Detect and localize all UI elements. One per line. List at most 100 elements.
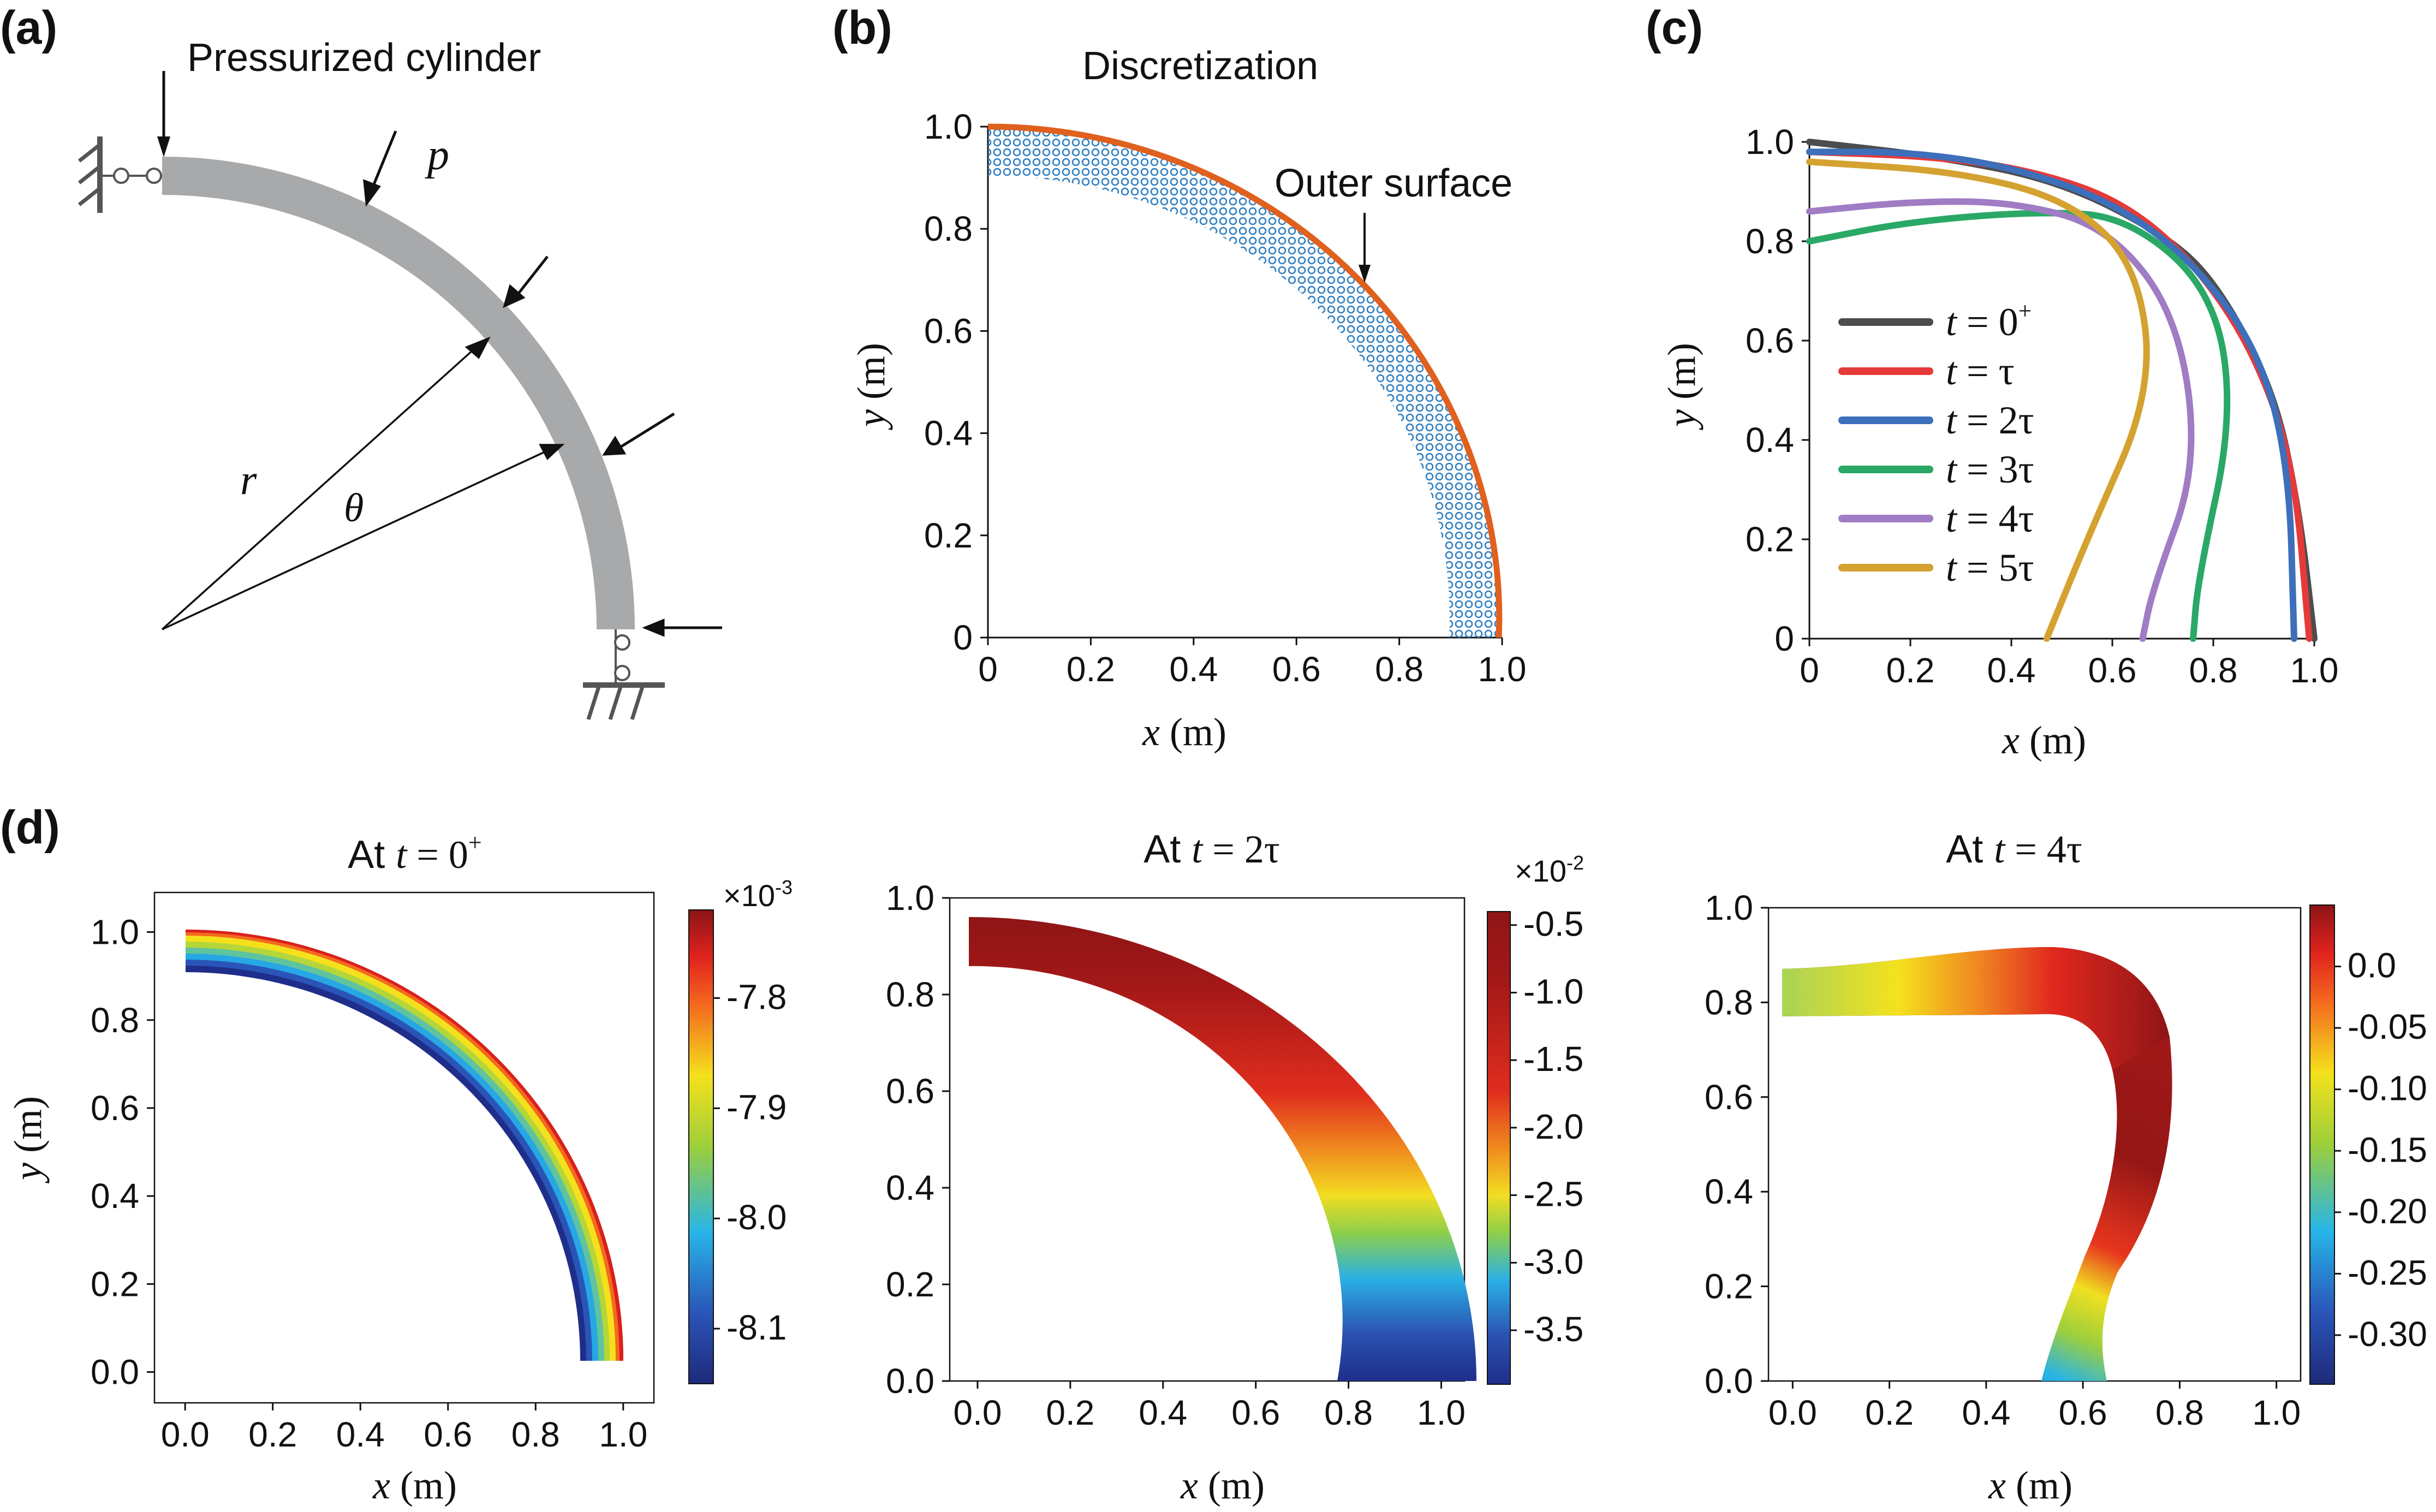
cylinder-quarter-ring xyxy=(162,157,635,629)
radius-label-r: r xyxy=(240,456,257,503)
series-line-2 xyxy=(1806,148,2297,642)
x-tick-label: 0.8 xyxy=(1324,1393,1373,1432)
y-tick-label: 0.6 xyxy=(1705,1078,1753,1117)
axes-frame xyxy=(949,897,1466,1382)
d3-colorbar-ticks: 0.0 -0.05 -0.10 -0.15 -0.20 -0.25 -0.30 xyxy=(2334,946,2427,1354)
x-tick-label: 0.2 xyxy=(248,1415,297,1454)
panel-d1-title: At t = 0+ xyxy=(348,829,481,877)
x-tick-label: 0.8 xyxy=(511,1415,560,1454)
colorbar-tick-label: -1.0 xyxy=(1523,972,1583,1011)
y-tick-label: 0.8 xyxy=(91,1001,139,1040)
x-tick-label: 0.4 xyxy=(1139,1393,1187,1432)
axes-frame xyxy=(1767,907,2302,1382)
outer-surface-arrowhead xyxy=(1359,265,1371,283)
panel-d3: At t = 4τ 0.0 0.2 0.4 0.6 0.8 1.0 0.0 0.2 0.4 0.6… xyxy=(1705,828,2427,1507)
panel-d2: At t = 2τ 0.0 0.2 0.4 0.6 0.8 1.0 0.0 0.2 0.4 0.6… xyxy=(886,828,1584,1507)
panel-d2-title: At t = 2τ xyxy=(1143,828,1280,871)
x-tick-label: 1.0 xyxy=(1478,650,1527,689)
y-tick-label: 0.6 xyxy=(91,1088,139,1128)
y-tick-label: 0.8 xyxy=(924,209,973,248)
outer-surface-annotation: Outer surface xyxy=(1274,162,1512,205)
y-tick-label: 0.6 xyxy=(924,311,973,350)
colorbar-tick-label: -0.5 xyxy=(1523,904,1583,944)
y-tick-label: 0.8 xyxy=(1746,222,1794,261)
y-tick-label: 0.8 xyxy=(886,975,934,1014)
x-tick-label: 1.0 xyxy=(599,1415,647,1454)
colorbar-tick-label: -7.9 xyxy=(726,1087,787,1127)
y-tick-label: 0.4 xyxy=(91,1176,139,1216)
x-tick-label: 0.4 xyxy=(1169,650,1218,689)
x-tick-label: 0.8 xyxy=(1375,650,1424,689)
panel-b: (b) Discretization 0 0.2 0.4 0.6 0.8 1.000.20… xyxy=(832,2,1526,754)
x-tick-label: 0.4 xyxy=(1987,651,2036,690)
colorbar-tick-label: -8.1 xyxy=(726,1308,787,1347)
x-tick-label: 0.0 xyxy=(161,1415,210,1454)
x-tick-label: 0.8 xyxy=(2155,1393,2204,1432)
d2-colorbar xyxy=(1487,911,1511,1385)
panel-b-title: Discretization xyxy=(1082,44,1318,88)
legend-label-2: t = 2τ xyxy=(1946,398,2034,442)
x-tick-label: 0.2 xyxy=(1067,650,1115,689)
y-tick-label: 0.2 xyxy=(1705,1267,1753,1306)
colorbar-tick-label: -3.5 xyxy=(1523,1309,1583,1349)
panel-c: (c) 0 0.2 0.4 0.6 0.8 1.0 0 0.2 0.4 0.6 0.8 1.0 t =… xyxy=(1646,2,2338,762)
colorbar-tick-label: -0.15 xyxy=(2348,1130,2427,1169)
x-tick-label: 0.8 xyxy=(2189,651,2238,690)
y-tick-label: 0.0 xyxy=(1705,1361,1753,1401)
y-tick-label: 0.2 xyxy=(1746,520,1794,559)
x-tick-label: 0.2 xyxy=(1046,1393,1094,1432)
bottom-roller-support xyxy=(583,629,665,721)
colorbar-tick-label: -3.0 xyxy=(1523,1242,1583,1281)
series-line-4 xyxy=(1806,198,2195,642)
panel-d3-xlabel: x (m) xyxy=(1988,1463,2072,1507)
colorbar-tick-label: -8.0 xyxy=(726,1198,787,1237)
y-tick-label: 1.0 xyxy=(1705,888,1753,927)
colorbar-tick-label: -0.25 xyxy=(2348,1253,2427,1292)
panel-c-lines xyxy=(1806,139,2318,642)
x-tick-label: 0.6 xyxy=(2088,651,2137,690)
y-tick-label: 1.0 xyxy=(886,878,934,918)
panel-label-c: (c) xyxy=(1646,2,1703,54)
panel-c-legend: t = 0+ t = τ t = 2τ t = 3τ t = 4τ t = 5τ xyxy=(1838,297,2034,590)
x-tick-label: 0 xyxy=(1800,651,1819,690)
panel-b-ylabel: y (m) xyxy=(849,343,893,431)
x-tick-label: 0 xyxy=(978,650,998,689)
x-tick-label: 0.0 xyxy=(953,1393,1002,1432)
y-tick-label: 0.8 xyxy=(1705,983,1753,1022)
panel-b-axes: 0 0.2 0.4 0.6 0.8 1.0 0 0.2 0.4 0.6 0.8 1.0 xyxy=(924,107,1526,689)
axes-frame xyxy=(153,891,655,1404)
colorbar-tick-label: -0.20 xyxy=(2348,1192,2427,1231)
series-line-5 xyxy=(1806,158,2150,642)
pressure-label-p: p xyxy=(425,131,449,179)
y-tick-label: 1.0 xyxy=(91,913,139,952)
radius-lines xyxy=(161,336,565,630)
x-tick-label: 0.6 xyxy=(424,1415,472,1454)
legend-label-3: t = 3τ xyxy=(1946,448,2034,491)
x-tick-label: 0.2 xyxy=(1886,651,1935,690)
x-tick-label: 1.0 xyxy=(1417,1393,1466,1432)
y-tick-label: 0.0 xyxy=(886,1361,934,1401)
y-tick-label: 1.0 xyxy=(1746,122,1794,162)
x-tick-label: 0.6 xyxy=(1231,1393,1280,1432)
colorbar-tick-label: -2.0 xyxy=(1523,1107,1583,1146)
y-tick-label: 0 xyxy=(1774,619,1794,658)
d2-colorbar-exponent: ×10-2 xyxy=(1515,852,1584,888)
x-tick-label: 1.0 xyxy=(2290,651,2339,690)
panel-c-xlabel: x (m) xyxy=(2002,718,2086,762)
d2-field xyxy=(969,917,1476,1381)
d2-colorbar-ticks: -0.5 -1.0 -1.5 -2.0 -2.5 -3.0 -3.5 xyxy=(1510,904,1583,1349)
d3-field-upper xyxy=(1782,947,2170,1070)
y-tick-label: 0.6 xyxy=(1746,321,1794,360)
angle-label-theta: θ xyxy=(344,486,364,531)
legend-label-5: t = 5τ xyxy=(1946,546,2034,590)
x-tick-label: 0.4 xyxy=(1962,1393,2010,1432)
y-tick-label: 0.4 xyxy=(924,414,973,453)
y-tick-label: 0.6 xyxy=(886,1072,934,1111)
colorbar-tick-label: 0.0 xyxy=(2348,946,2396,985)
y-tick-label: 0.0 xyxy=(91,1353,139,1392)
panel-d3-axes: 0.0 0.2 0.4 0.6 0.8 1.0 0.0 0.2 0.4 0.6 0.8 1.0 xyxy=(1705,888,2302,1432)
legend-label-0: t = 0+ xyxy=(1946,297,2032,344)
d1-radial-bands xyxy=(186,930,623,1361)
panel-c-ylabel: y (m) xyxy=(1660,343,1704,431)
